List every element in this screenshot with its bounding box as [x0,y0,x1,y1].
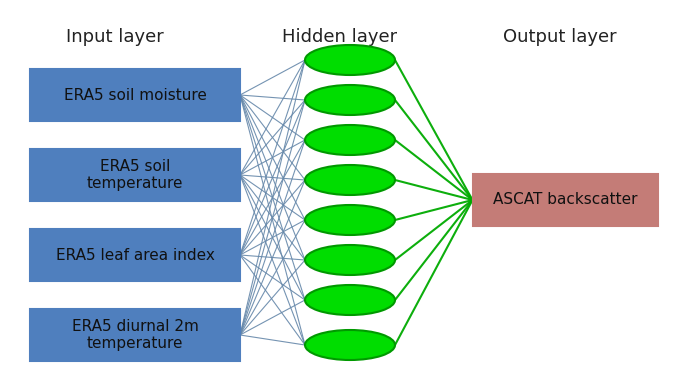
Text: Hidden layer: Hidden layer [282,28,397,46]
FancyBboxPatch shape [473,174,658,226]
Ellipse shape [305,125,395,155]
Ellipse shape [305,165,395,195]
Ellipse shape [305,285,395,315]
Ellipse shape [305,85,395,115]
Ellipse shape [305,205,395,235]
FancyBboxPatch shape [30,229,240,281]
Text: ERA5 leaf area index: ERA5 leaf area index [56,247,215,262]
FancyBboxPatch shape [30,149,240,201]
Ellipse shape [305,245,395,275]
Text: Input layer: Input layer [66,28,164,46]
FancyBboxPatch shape [30,69,240,121]
Text: ERA5 soil moisture: ERA5 soil moisture [63,87,206,103]
Text: ERA5 soil
temperature: ERA5 soil temperature [87,159,184,191]
FancyBboxPatch shape [30,309,240,361]
Text: Output layer: Output layer [503,28,617,46]
Ellipse shape [305,330,395,360]
Text: ERA5 diurnal 2m
temperature: ERA5 diurnal 2m temperature [72,319,199,351]
Ellipse shape [305,45,395,75]
Text: ASCAT backscatter: ASCAT backscatter [493,193,638,208]
